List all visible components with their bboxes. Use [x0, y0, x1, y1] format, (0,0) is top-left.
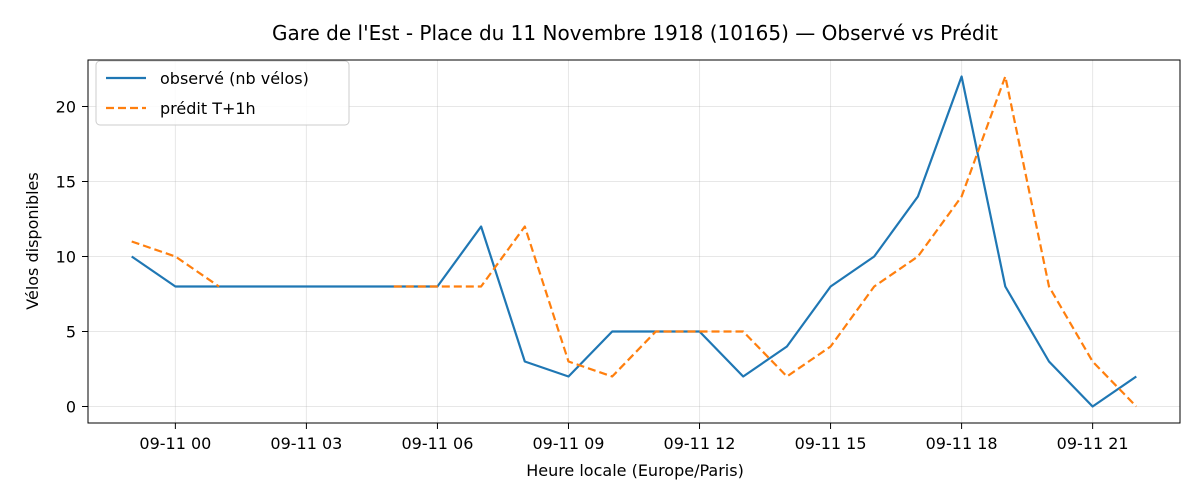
x-tick-label: 09-11 21 [1057, 434, 1129, 453]
legend-label-observed: observé (nb vélos) [160, 69, 309, 88]
legend-label-predicted: prédit T+1h [160, 99, 256, 118]
x-axis: 09-11 00 09-11 03 09-11 06 09-11 09 09-11 12… [139, 423, 1129, 453]
x-tick-label: 09-11 03 [270, 434, 342, 453]
series-line-predicted [131, 75, 1138, 408]
y-axis: 0 5 10 15 20 [56, 98, 88, 417]
x-tick-label: 09-11 00 [139, 434, 211, 453]
y-tick-label: 10 [56, 248, 76, 267]
x-tick-label: 09-11 18 [926, 434, 998, 453]
x-axis-label: Heure locale (Europe/Paris) [526, 461, 744, 480]
x-tick-label: 09-11 15 [795, 434, 867, 453]
y-tick-label: 20 [56, 98, 76, 117]
series-layer [131, 75, 1138, 408]
y-tick-label: 5 [66, 323, 76, 342]
x-tick-label: 09-11 12 [664, 434, 736, 453]
series-line-observed [131, 75, 1137, 408]
y-tick-label: 15 [56, 173, 76, 192]
x-tick-label: 09-11 09 [533, 434, 605, 453]
x-tick-label: 09-11 06 [401, 434, 473, 453]
chart-title: Gare de l'Est - Place du 11 Novembre 191… [272, 21, 998, 45]
legend: observé (nb vélos) prédit T+1h [95, 60, 350, 126]
y-tick-label: 0 [66, 398, 76, 417]
y-axis-label: Vélos disponibles [23, 172, 42, 309]
legend-box [95, 60, 350, 126]
plot-frame [87, 59, 1181, 424]
